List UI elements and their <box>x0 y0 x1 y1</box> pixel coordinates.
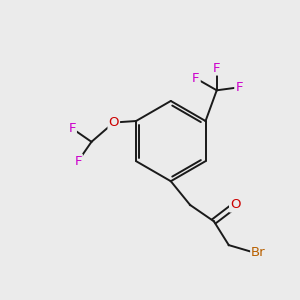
Text: F: F <box>213 61 220 74</box>
Text: F: F <box>192 72 200 85</box>
Text: Br: Br <box>251 246 266 259</box>
Text: F: F <box>235 81 243 94</box>
Text: F: F <box>68 122 76 135</box>
Text: F: F <box>74 154 82 168</box>
Text: O: O <box>230 199 241 212</box>
Text: O: O <box>109 116 119 129</box>
